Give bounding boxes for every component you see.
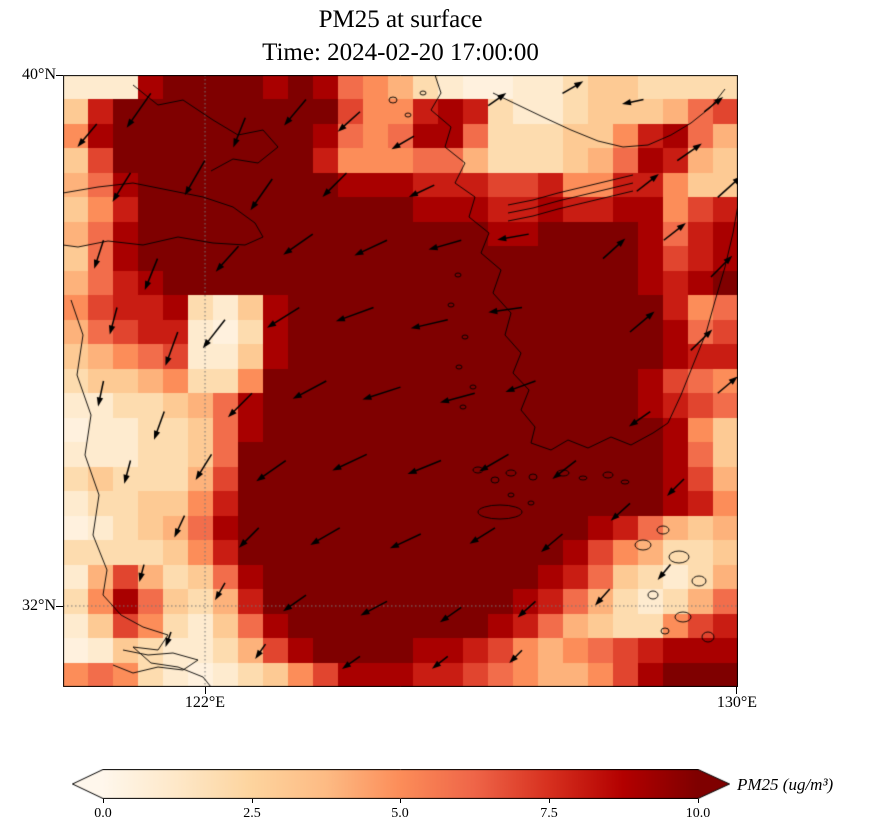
x-axis-tick-130e	[736, 687, 737, 694]
y-tick-label-40n: 40°N	[22, 66, 56, 83]
colorbar-tick-2	[400, 799, 401, 803]
y-tick-label-32n: 32°N	[22, 597, 56, 614]
pm25-heatmap-canvas	[63, 75, 738, 687]
x-tick-label-130e: 130°E	[716, 694, 758, 711]
x-axis-tick-122e	[205, 687, 206, 694]
colorbar-tick-label-0: 0.0	[94, 806, 112, 821]
colorbar-tick-label-25: 2.5	[243, 806, 261, 821]
colorbar-title: PM25 (ug/m³)	[737, 775, 834, 794]
colorbar-tick-0	[103, 799, 104, 803]
y-axis-tick-40n	[56, 75, 63, 76]
colorbar-tick-label-100: 10.0	[685, 806, 711, 821]
chart-subtitle: Time: 2024-02-20 17:00:00	[262, 39, 539, 66]
colorbar-tick-4	[698, 799, 699, 803]
colorbar-tick-3	[549, 799, 550, 803]
colorbar-tick-1	[252, 799, 253, 803]
colorbar-canvas	[72, 769, 730, 799]
y-axis-tick-32n	[56, 606, 63, 607]
colorbar-tick-label-50: 5.0	[391, 806, 409, 821]
colorbar-tick-label-75: 7.5	[540, 806, 558, 821]
x-tick-label-122e: 122°E	[184, 694, 226, 711]
chart-title: PM25 at surface	[318, 6, 483, 33]
